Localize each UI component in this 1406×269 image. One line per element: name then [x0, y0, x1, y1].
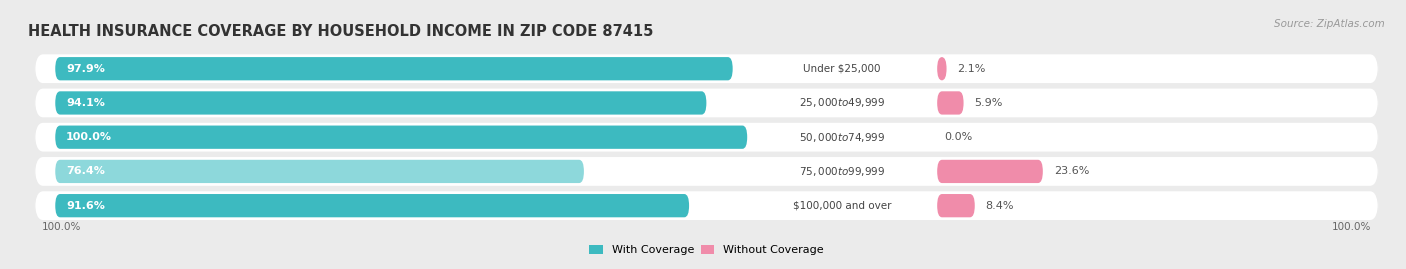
Text: 100.0%: 100.0% — [42, 222, 82, 232]
FancyBboxPatch shape — [35, 89, 1378, 117]
FancyBboxPatch shape — [938, 160, 1043, 183]
FancyBboxPatch shape — [55, 160, 583, 183]
Text: $100,000 and over: $100,000 and over — [793, 201, 891, 211]
Text: 23.6%: 23.6% — [1053, 167, 1090, 176]
Text: $50,000 to $74,999: $50,000 to $74,999 — [799, 131, 886, 144]
Text: 0.0%: 0.0% — [943, 132, 972, 142]
FancyBboxPatch shape — [35, 157, 1378, 186]
FancyBboxPatch shape — [938, 194, 974, 217]
FancyBboxPatch shape — [35, 54, 1378, 83]
Text: Under $25,000: Under $25,000 — [803, 64, 882, 74]
FancyBboxPatch shape — [55, 57, 733, 80]
FancyBboxPatch shape — [938, 57, 946, 80]
Text: 97.9%: 97.9% — [66, 64, 105, 74]
Text: 100.0%: 100.0% — [66, 132, 112, 142]
Text: 8.4%: 8.4% — [986, 201, 1014, 211]
Text: 76.4%: 76.4% — [66, 167, 105, 176]
Text: $75,000 to $99,999: $75,000 to $99,999 — [799, 165, 886, 178]
Text: 91.6%: 91.6% — [66, 201, 105, 211]
FancyBboxPatch shape — [35, 191, 1378, 220]
Text: $25,000 to $49,999: $25,000 to $49,999 — [799, 97, 886, 109]
Text: Source: ZipAtlas.com: Source: ZipAtlas.com — [1274, 19, 1385, 29]
FancyBboxPatch shape — [55, 91, 706, 115]
Text: 94.1%: 94.1% — [66, 98, 105, 108]
Text: 2.1%: 2.1% — [957, 64, 986, 74]
FancyBboxPatch shape — [938, 91, 963, 115]
Text: HEALTH INSURANCE COVERAGE BY HOUSEHOLD INCOME IN ZIP CODE 87415: HEALTH INSURANCE COVERAGE BY HOUSEHOLD I… — [28, 24, 654, 39]
Text: 100.0%: 100.0% — [1331, 222, 1371, 232]
FancyBboxPatch shape — [55, 194, 689, 217]
Text: 5.9%: 5.9% — [974, 98, 1002, 108]
FancyBboxPatch shape — [55, 126, 747, 149]
FancyBboxPatch shape — [35, 123, 1378, 151]
Legend: With Coverage, Without Coverage: With Coverage, Without Coverage — [585, 240, 828, 260]
